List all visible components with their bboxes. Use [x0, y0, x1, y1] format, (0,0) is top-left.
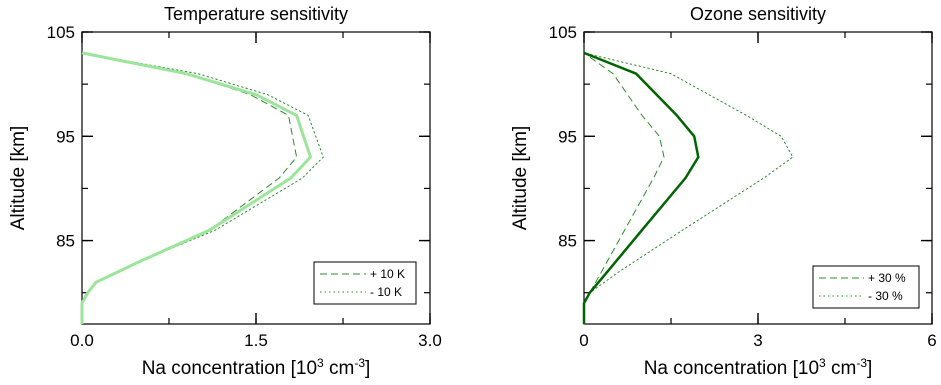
x-axis-title-sup1: 3 [819, 356, 826, 370]
x-axis-title-mid: cm [826, 358, 857, 379]
y-tick-label: 95 [56, 127, 75, 146]
series-line-base [80, 51, 312, 324]
y-tick-label: 105 [47, 23, 75, 42]
temperature-sensitivity-panel: Temperature sensitivity 85 95 105 0.0 1.5 3.0… [8, 4, 442, 379]
x-axis-title-main: Na concentration [10 [142, 358, 317, 379]
y-tick-label: 85 [558, 232, 577, 251]
x-tick-label: 0.0 [70, 331, 94, 350]
series-line-plus [81, 52, 298, 324]
x-axis-title-end: ] [867, 358, 872, 379]
x-axis-title: Na concentration [103 cm-3] [142, 356, 371, 379]
x-axis-title-end: ] [365, 358, 370, 379]
x-tick-label: 3.0 [418, 331, 442, 350]
series-line-minus [583, 52, 794, 325]
x-axis-title-sup2: -3 [856, 356, 867, 370]
x-axis-title: Na concentration [103 cm-3] [644, 356, 873, 379]
y-tick-label: 105 [549, 23, 577, 42]
series-line-minus [81, 52, 324, 325]
y-axis-title: Altitude [km] [8, 126, 29, 231]
chart-title: Temperature sensitivity [164, 4, 348, 24]
series-group [582, 51, 794, 325]
ticks: 85 95 105 0 3 6 [549, 23, 937, 350]
y-tick-label: 95 [558, 127, 577, 146]
series-line-base [582, 51, 700, 324]
x-axis-title-main: Na concentration [10 [644, 358, 819, 379]
y-tick-label: 85 [56, 232, 75, 251]
series-group [80, 51, 324, 325]
ticks: 85 95 105 0.0 1.5 3.0 [47, 23, 442, 350]
y-axis-title: Altitude [km] [510, 126, 531, 231]
x-axis-title-mid: cm [324, 358, 355, 379]
x-axis-title-sup2: -3 [354, 356, 365, 370]
x-tick-label: 3 [753, 331, 762, 350]
legend: + 10 K - 10 K [313, 261, 417, 305]
x-tick-label: 0 [579, 331, 588, 350]
legend-label-minus: - 10 K [370, 285, 402, 299]
legend-box [313, 261, 417, 305]
x-axis-title-sup1: 3 [317, 356, 324, 370]
legend-box [812, 265, 920, 309]
series-line-plus [583, 52, 665, 324]
legend: + 30 % - 30 % [812, 265, 920, 309]
x-tick-label: 1.5 [244, 331, 268, 350]
ozone-sensitivity-panel: Ozone sensitivity 85 95 105 0 3 6 + 30 % - 30… [510, 4, 937, 379]
legend-label-plus: + 30 % [868, 271, 906, 285]
legend-label-minus: - 30 % [868, 289, 903, 303]
chart-title: Ozone sensitivity [690, 4, 826, 24]
x-tick-label: 6 [927, 331, 936, 350]
legend-label-plus: + 10 K [370, 267, 405, 281]
